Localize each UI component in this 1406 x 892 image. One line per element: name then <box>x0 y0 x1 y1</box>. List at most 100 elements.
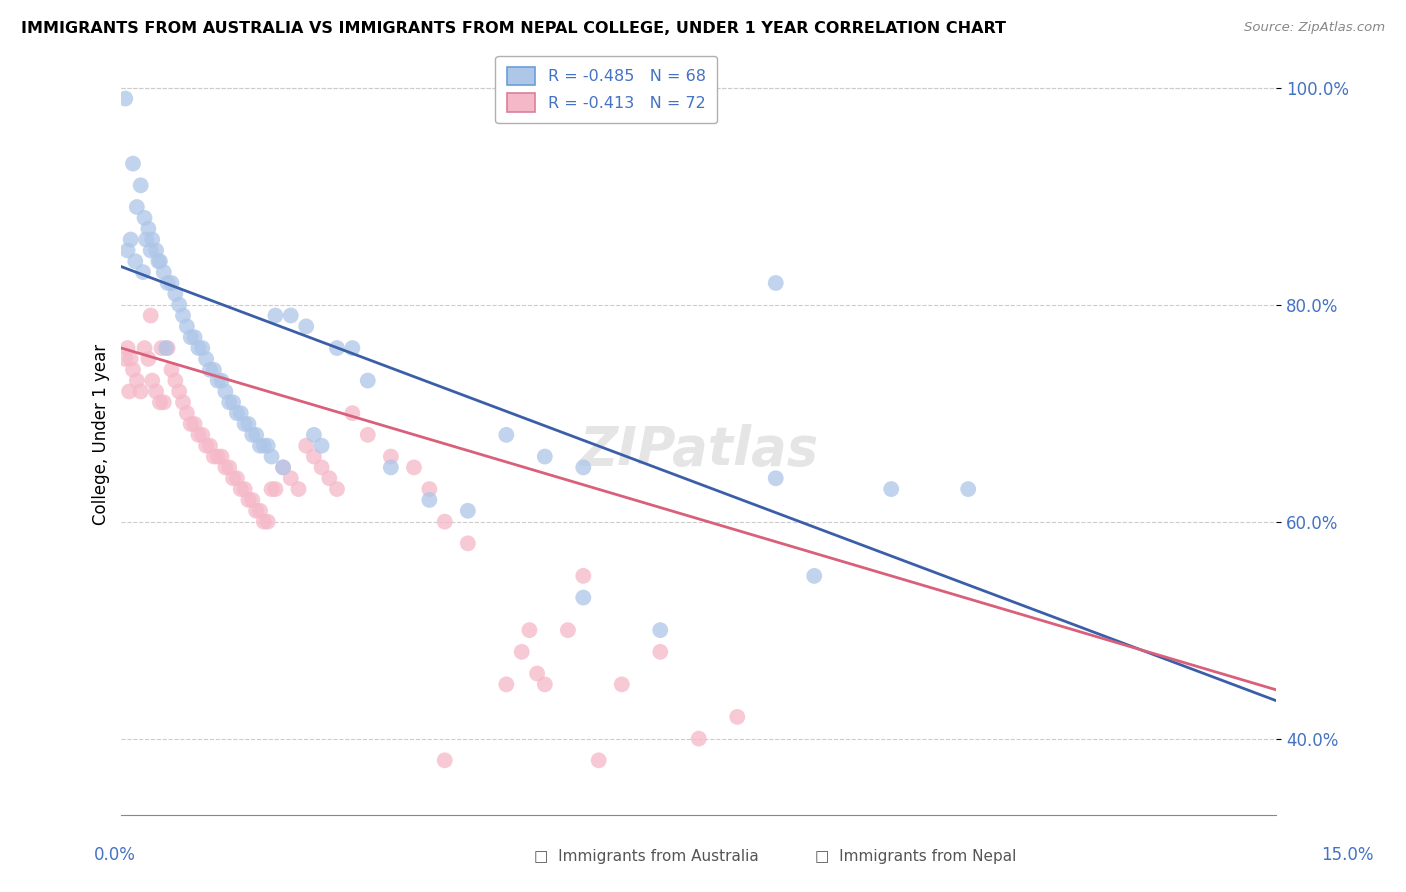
Point <box>533 677 555 691</box>
Point <box>152 395 174 409</box>
Point <box>357 374 380 388</box>
Point <box>342 406 364 420</box>
Point <box>495 428 517 442</box>
Point <box>134 341 156 355</box>
Point <box>207 450 229 464</box>
Point <box>264 482 287 496</box>
Point <box>214 460 236 475</box>
Point <box>433 515 456 529</box>
Point <box>222 471 245 485</box>
Point <box>129 178 152 193</box>
Point <box>803 569 825 583</box>
Point <box>402 460 425 475</box>
Point <box>191 341 214 355</box>
Point <box>218 460 240 475</box>
Text: □  Immigrants from Australia: □ Immigrants from Australia <box>534 849 759 864</box>
Point <box>145 244 167 258</box>
Point <box>122 156 145 170</box>
Point <box>145 384 167 399</box>
Point <box>725 710 748 724</box>
Point <box>229 482 252 496</box>
Point <box>238 417 260 431</box>
Point <box>125 200 148 214</box>
Point <box>302 428 325 442</box>
Point <box>117 341 139 355</box>
Point <box>149 395 172 409</box>
Point <box>302 450 325 464</box>
Text: □  Immigrants from Nepal: □ Immigrants from Nepal <box>815 849 1017 864</box>
Point <box>202 450 225 464</box>
Point <box>610 677 633 691</box>
Point <box>120 351 142 366</box>
Point <box>114 91 136 105</box>
Point <box>240 428 263 442</box>
Point <box>167 384 190 399</box>
Point <box>256 439 278 453</box>
Point <box>176 319 198 334</box>
Point <box>138 351 160 366</box>
Text: ZIPatlas: ZIPatlas <box>579 424 818 476</box>
Point <box>149 254 172 268</box>
Point <box>180 417 202 431</box>
Point <box>148 254 170 268</box>
Point <box>124 254 146 268</box>
Point <box>114 351 136 366</box>
Point <box>245 504 267 518</box>
Point <box>260 450 283 464</box>
Point <box>287 482 309 496</box>
Point <box>172 395 194 409</box>
Point <box>225 471 247 485</box>
Point <box>256 515 278 529</box>
Y-axis label: College, Under 1 year: College, Under 1 year <box>93 344 110 525</box>
Point <box>295 319 318 334</box>
Point <box>253 439 276 453</box>
Point <box>650 623 672 637</box>
Point <box>433 753 456 767</box>
Point <box>172 309 194 323</box>
Point <box>418 482 440 496</box>
Point <box>280 471 302 485</box>
Point <box>167 298 190 312</box>
Point <box>211 374 233 388</box>
Point <box>165 286 187 301</box>
Point <box>156 341 179 355</box>
Point <box>160 363 183 377</box>
Point <box>238 492 260 507</box>
Point <box>202 363 225 377</box>
Point <box>139 244 162 258</box>
Text: 15.0%: 15.0% <box>1320 846 1374 863</box>
Point <box>295 439 318 453</box>
Point <box>249 504 271 518</box>
Point <box>207 374 229 388</box>
Point <box>139 309 162 323</box>
Point <box>880 482 903 496</box>
Point <box>117 244 139 258</box>
Point <box>318 471 340 485</box>
Point <box>187 341 209 355</box>
Point <box>134 211 156 225</box>
Point <box>380 460 402 475</box>
Point <box>160 276 183 290</box>
Point <box>198 439 221 453</box>
Point <box>311 460 333 475</box>
Text: 0.0%: 0.0% <box>94 846 136 863</box>
Point <box>557 623 579 637</box>
Point <box>132 265 155 279</box>
Point <box>218 395 240 409</box>
Point <box>125 374 148 388</box>
Point <box>418 492 440 507</box>
Point <box>183 330 205 344</box>
Point <box>129 384 152 399</box>
Point <box>264 309 287 323</box>
Point <box>380 450 402 464</box>
Point <box>510 645 533 659</box>
Point <box>156 276 179 290</box>
Point <box>588 753 610 767</box>
Point <box>155 341 177 355</box>
Point <box>249 439 271 453</box>
Point <box>138 221 160 235</box>
Point <box>198 363 221 377</box>
Point <box>245 428 267 442</box>
Point <box>495 677 517 691</box>
Point <box>120 233 142 247</box>
